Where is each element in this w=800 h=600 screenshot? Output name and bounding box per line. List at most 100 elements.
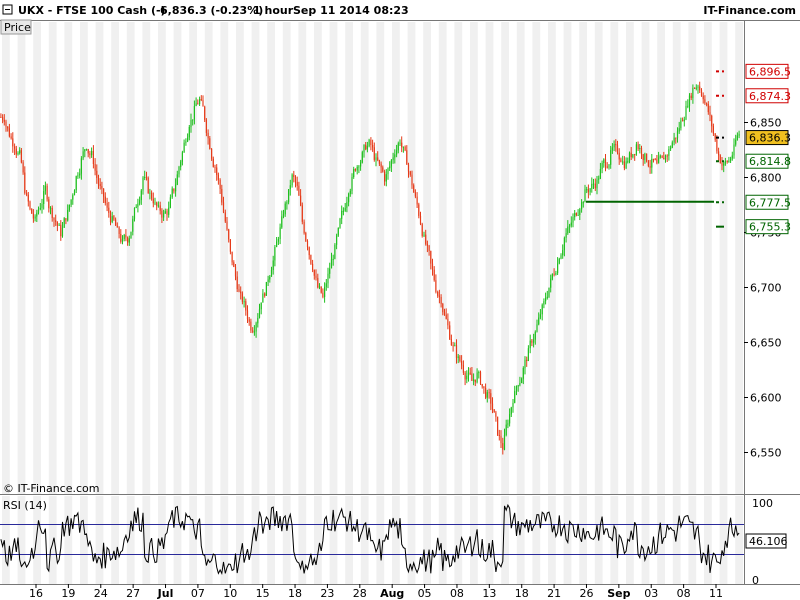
candle-body [298,185,300,196]
stripe [376,22,385,494]
candle-body [49,207,52,209]
candle-body [730,158,732,161]
candle-body [180,161,182,167]
candle-body [440,297,442,304]
candle-body [551,273,553,279]
candle-body [152,198,154,204]
candle-body [164,211,166,214]
candle-body [294,177,297,183]
candle-body [493,409,495,413]
stripe [688,22,697,494]
candle-body [673,137,675,143]
candle-body [250,321,252,331]
candle-body [37,209,40,213]
candle-body [2,117,4,120]
candle-body [615,144,617,146]
candle-body [654,159,656,161]
stripe [173,496,182,584]
candle-body [581,202,583,210]
stripe [657,22,665,494]
candle-body [24,172,26,194]
candle-body [459,356,461,361]
stripe [48,496,57,584]
time-tick-label: Aug [380,587,404,600]
candle-body [195,103,197,106]
candle-body [274,247,276,261]
stripe [126,22,135,494]
candle-body [241,293,243,302]
candle-body [723,163,725,166]
candle-body [281,216,283,228]
candle-body [63,218,65,228]
stripe [563,496,572,584]
candle-body [327,273,329,284]
candle-body [108,207,110,213]
candle-body [277,239,279,242]
candle-body [464,372,466,380]
resistance-level-box [745,63,789,79]
candle-body [736,135,738,140]
time-tick-label: 16 [29,587,43,600]
candle-body [53,217,55,221]
candle-body [99,184,101,186]
candle-body [488,392,490,394]
candle-body [509,414,511,424]
candle-body [118,227,120,234]
candle-body [569,225,571,227]
stripe [532,22,541,494]
stripe [48,22,57,494]
candle-body [240,291,242,294]
stripe [360,22,369,494]
stripe [17,496,26,584]
candle-body [579,209,581,215]
candle-body [500,435,502,444]
candle-body [349,190,351,194]
candle-body [103,188,105,197]
candle-body [368,139,370,147]
candle-body [611,147,613,151]
time-tick-label: Jul [157,587,174,600]
candle-body [342,210,344,212]
candle-body [469,372,471,374]
candle-body [557,263,559,274]
candle-body [252,330,254,332]
candle-body [498,434,500,436]
support-level-box [745,153,789,169]
price-tab[interactable] [0,19,32,35]
candle-body [310,255,312,264]
stripe [485,496,494,584]
candle-body [661,155,663,158]
price-tick-label: 6,600 [750,392,782,405]
candle-body [563,237,565,250]
candle-body [649,166,651,168]
candle-body [19,150,21,154]
candle-body [166,211,168,215]
stripe [376,496,385,584]
candle-body [399,142,401,144]
candle-body [20,150,22,163]
candle-body [132,218,134,232]
candle-body [389,166,391,169]
candle-body [171,188,173,198]
stripe [314,22,322,494]
candle-body [156,202,158,206]
candle-body [157,205,159,207]
candle-body [539,314,541,318]
candle-body [411,174,413,186]
candle-body [462,365,464,373]
stripe [516,496,525,584]
header-bar: UKX - FTSE 100 Cash (-) 6,836.3 (-0.23%)… [0,0,800,20]
candle-body [394,154,396,158]
candle-body [731,155,733,159]
candle-body [339,218,341,228]
candle-body [716,139,718,152]
stripe [392,496,400,584]
candle-body [236,276,238,290]
candle-body [253,331,255,333]
candle-body [212,158,214,167]
candle-body [44,185,46,192]
stripe [33,22,41,494]
candle-body [712,126,714,134]
candle-body [623,161,625,169]
stripe [563,22,572,494]
